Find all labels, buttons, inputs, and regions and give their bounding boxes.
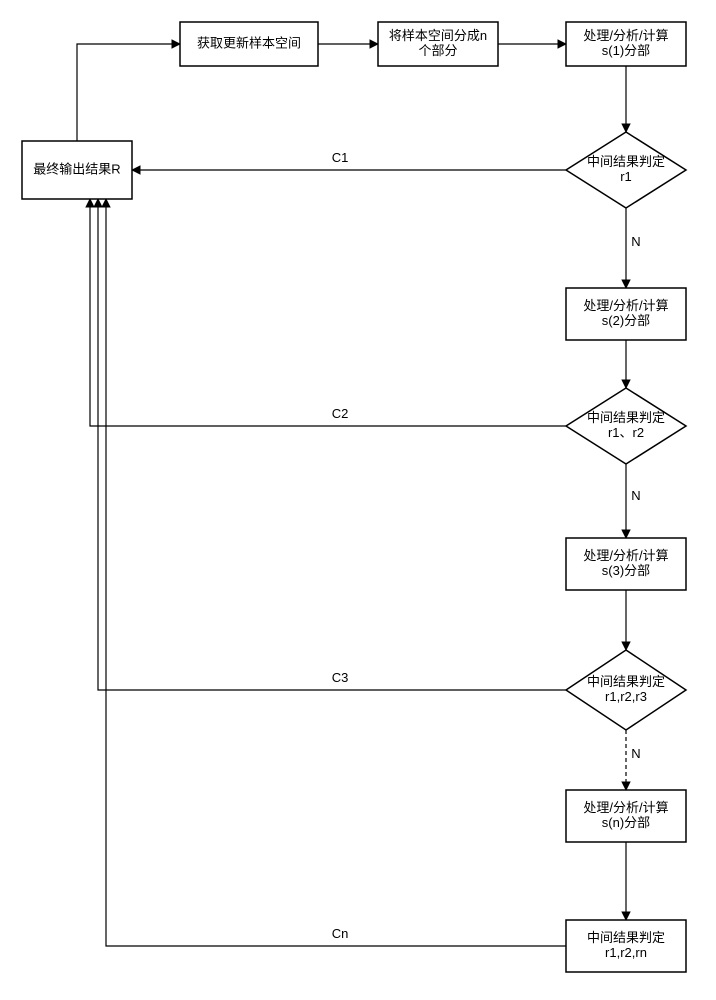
svg-text:中间结果判定: 中间结果判定 [587,154,665,169]
flow-edge-label-dec1_left: C1 [332,150,349,165]
svg-text:处理/分析/计算: 处理/分析/计算 [583,548,668,563]
flow-edge-label-decn_left: Cn [332,926,349,941]
svg-text:s(3)分部: s(3)分部 [602,563,650,578]
flow-edge-dec3_left [98,199,566,690]
svg-text:r1,r2,r3: r1,r2,r3 [605,689,647,704]
svg-text:s(n)分部: s(n)分部 [602,815,650,830]
svg-text:r1、r2: r1、r2 [608,425,644,440]
svg-text:获取更新样本空间: 获取更新样本空间 [197,35,301,50]
svg-text:s(1)分部: s(1)分部 [602,43,650,58]
flow-edge-result_to_acquire [77,44,180,141]
svg-text:处理/分析/计算: 处理/分析/计算 [583,298,668,313]
svg-text:处理/分析/计算: 处理/分析/计算 [583,28,668,43]
flow-edge-dec2_left [90,199,566,426]
svg-text:中间结果判定: 中间结果判定 [587,674,665,689]
flow-edge-label-dec2_down: N [631,488,640,503]
svg-text:中间结果判定: 中间结果判定 [587,410,665,425]
svg-text:处理/分析/计算: 处理/分析/计算 [583,800,668,815]
svg-text:s(2)分部: s(2)分部 [602,313,650,328]
flow-edge-label-dec3_down: N [631,746,640,761]
svg-text:个部分: 个部分 [418,43,457,58]
svg-text:r1,r2,rn: r1,r2,rn [605,945,647,960]
svg-text:中间结果判定: 中间结果判定 [587,930,665,945]
svg-text:最终输出结果R: 最终输出结果R [33,161,120,176]
flow-edge-label-dec2_left: C2 [332,406,349,421]
svg-text:r1: r1 [620,169,632,184]
flow-edge-label-dec1_down: N [631,234,640,249]
flow-edge-decn_left [106,199,566,946]
svg-text:将样本空间分成n: 将样本空间分成n [389,28,487,43]
flow-edge-label-dec3_left: C3 [332,670,349,685]
